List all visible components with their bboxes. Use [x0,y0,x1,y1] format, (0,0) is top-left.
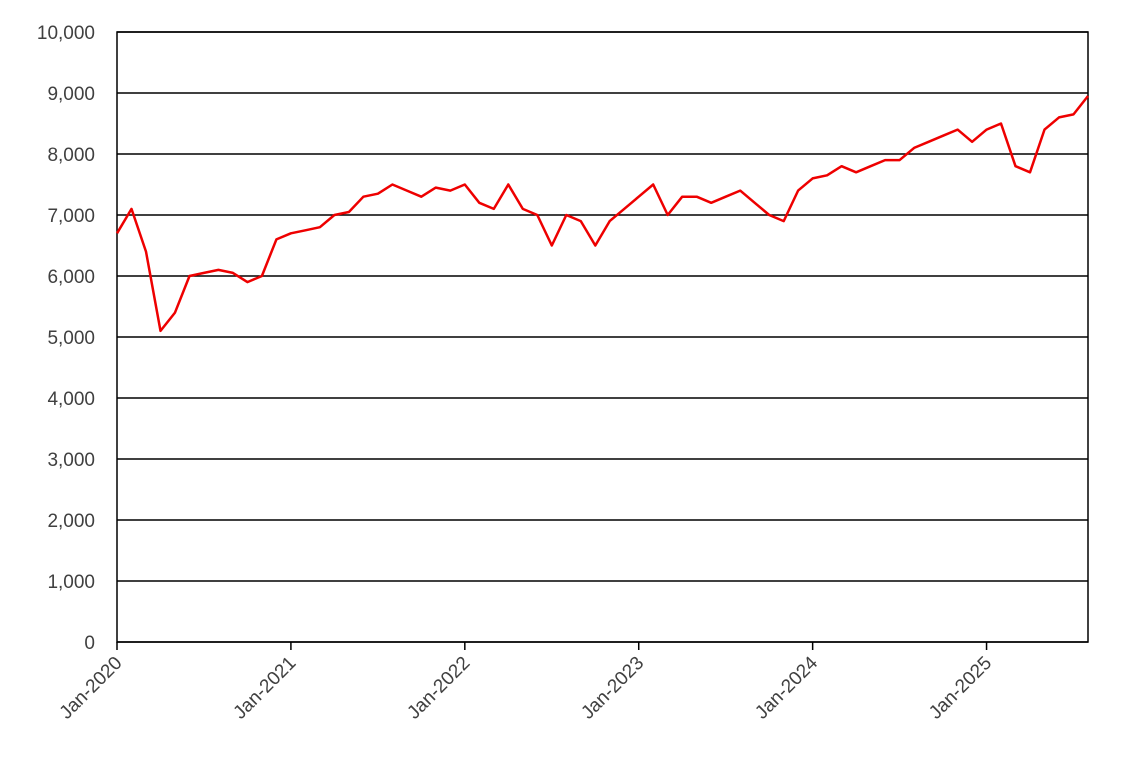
x-tick-label: Jan-2022 [403,653,474,724]
y-tick-label: 4,000 [47,389,95,410]
y-tick-label: 1,000 [47,572,95,593]
y-tick-label: 2,000 [47,511,95,532]
y-tick-label: 8,000 [47,145,95,166]
y-tick-label: 9,000 [47,84,95,105]
y-tick-label: 0 [84,633,95,654]
plot-frame [116,31,1089,643]
x-tick-label: Jan-2020 [56,653,127,724]
x-tick-label: Jan-2025 [925,653,996,724]
y-tick-label: 6,000 [47,267,95,288]
y-tick-label: 3,000 [47,450,95,471]
x-tick-label: Jan-2023 [577,653,648,724]
x-tick-label: Jan-2021 [230,653,301,724]
y-tick-label: 10,000 [37,23,95,44]
y-tick-label: 5,000 [47,328,95,349]
y-tick-label: 7,000 [47,206,95,227]
line-series [115,95,1089,333]
x-tick-label: Jan-2024 [751,652,822,723]
